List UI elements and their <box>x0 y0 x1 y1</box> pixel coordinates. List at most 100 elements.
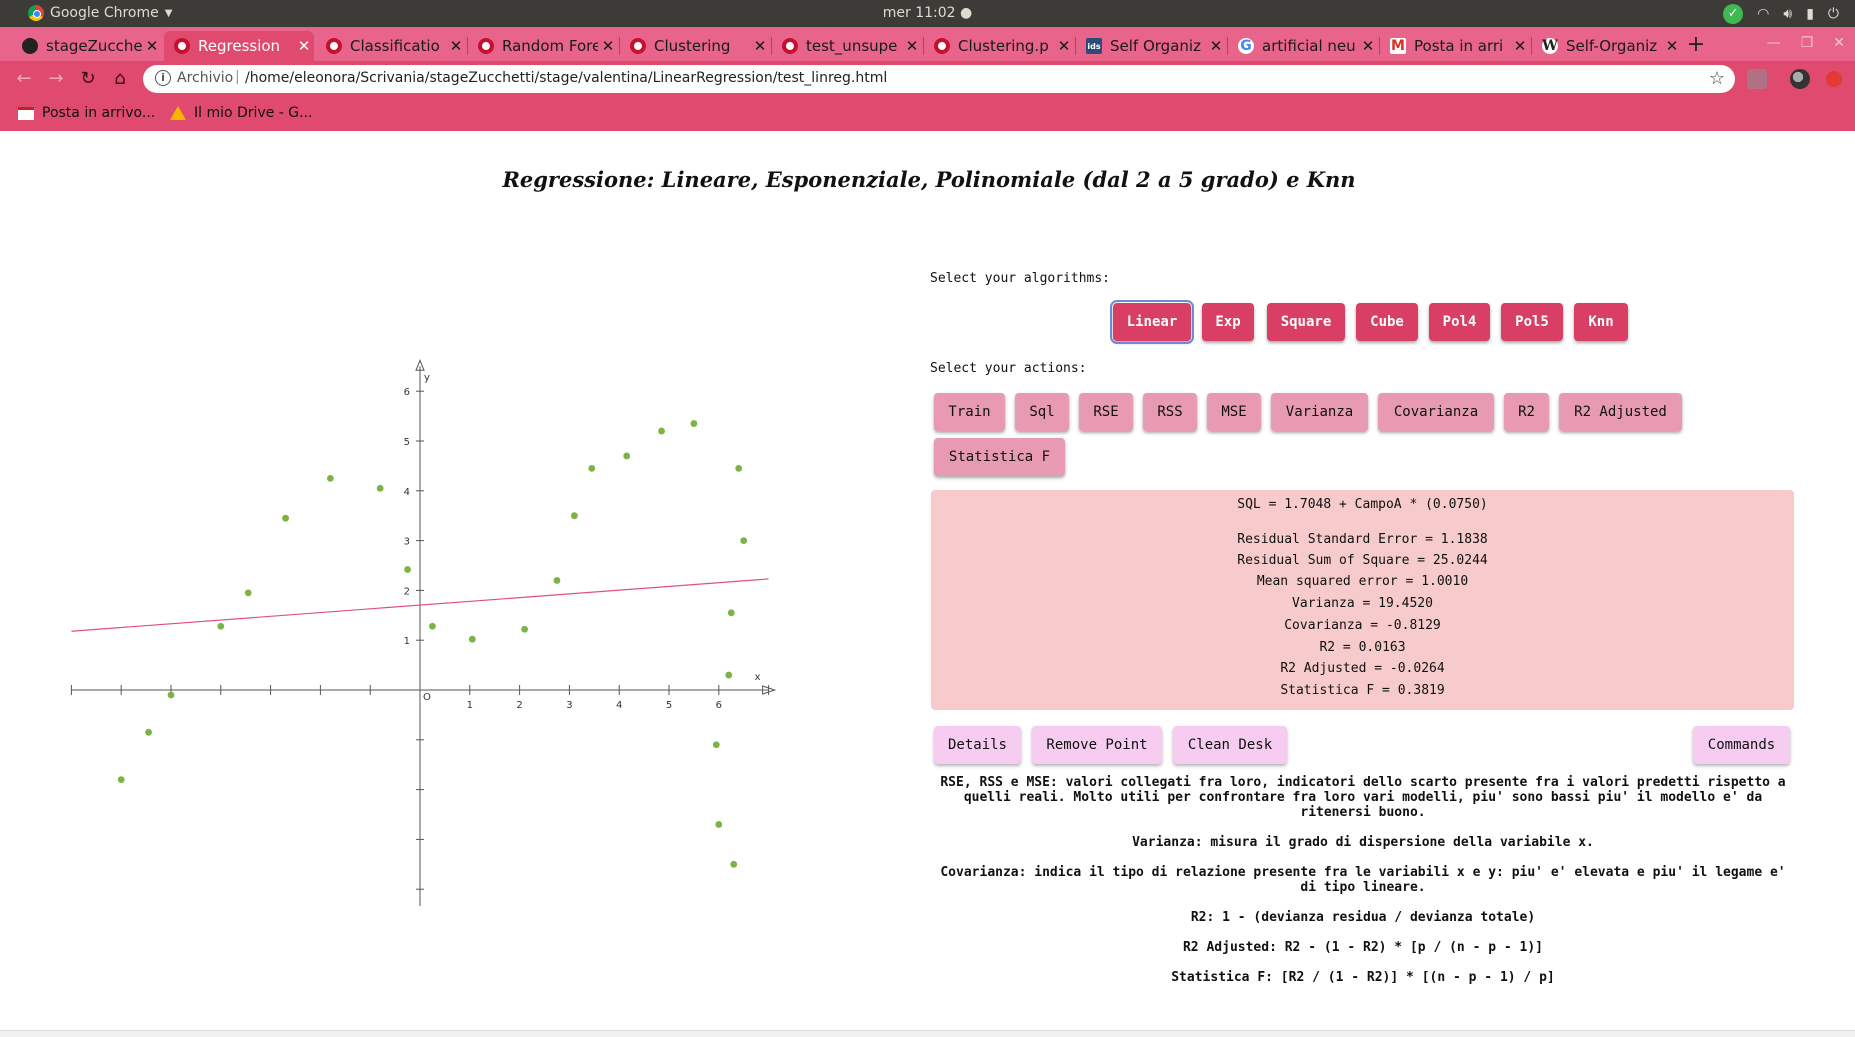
minimize-icon[interactable]: — <box>1766 35 1781 51</box>
data-point <box>376 484 384 492</box>
data-point <box>167 691 175 699</box>
update-check-icon[interactable]: ✓ <box>1723 4 1744 24</box>
page-content: Regressione: Lineare, Esponenziale, Poli… <box>3 131 1855 1030</box>
close-icon[interactable]: ✕ <box>1209 37 1223 55</box>
action-covarianza-button[interactable]: Covarianza <box>1378 393 1494 431</box>
tab-title: Posta in arri <box>1414 37 1504 55</box>
clean-desk-button[interactable]: Clean Desk <box>1173 726 1287 764</box>
address-bar[interactable]: i Archivio | /home/eleonora/Scrivania/st… <box>143 65 1735 93</box>
action-mse-button[interactable]: MSE <box>1207 393 1261 431</box>
bookmark-star-icon[interactable]: ☆ <box>1708 68 1725 89</box>
extension-icon[interactable] <box>1747 69 1767 89</box>
algo-square-button[interactable]: Square <box>1267 303 1345 341</box>
tab-self-organizing-wiki[interactable]: W Self-Organiz ✕ <box>1532 31 1682 61</box>
data-point <box>623 452 631 460</box>
tab-self-organizing[interactable]: ids Self Organiz ✕ <box>1076 31 1226 61</box>
action-rse-button[interactable]: RSE <box>1079 393 1133 431</box>
algo-pol5-button[interactable]: Pol5 <box>1501 303 1563 341</box>
reload-icon[interactable]: ↻ <box>80 68 96 89</box>
data-point <box>712 741 720 749</box>
chrome-menu-icon[interactable] <box>1826 71 1842 87</box>
algo-pol4-button[interactable]: Pol4 <box>1429 303 1490 341</box>
window-close-icon[interactable]: ✕ <box>1833 35 1845 51</box>
action-sql-button[interactable]: Sql <box>1015 393 1069 431</box>
tab-stagezucchetti[interactable]: stageZucche ✕ <box>12 31 162 61</box>
algo-exp-button[interactable]: Exp <box>1202 303 1254 341</box>
action-varianza-button[interactable]: Varianza <box>1271 393 1368 431</box>
close-icon[interactable]: ✕ <box>601 37 615 55</box>
close-icon[interactable]: ✕ <box>449 37 463 55</box>
data-point <box>217 622 225 630</box>
close-icon[interactable]: ✕ <box>145 37 159 55</box>
close-icon[interactable]: ✕ <box>1513 37 1527 55</box>
bookmark-drive[interactable]: Il mio Drive - G... <box>170 105 313 121</box>
home-icon[interactable]: ⌂ <box>114 68 126 89</box>
info-icon[interactable]: i <box>155 70 171 86</box>
algo-knn-button[interactable]: Knn <box>1574 303 1628 341</box>
tab-classification[interactable]: Classificatio ✕ <box>316 31 466 61</box>
tab-title: Classificatio <box>350 37 440 55</box>
clock[interactable]: mer 11:02 ● <box>882 5 973 21</box>
close-icon[interactable]: ✕ <box>753 37 767 55</box>
x-tick-label: 5 <box>666 700 672 711</box>
tab-posta-in-arrivo[interactable]: M Posta in arri ✕ <box>1380 31 1530 61</box>
data-point <box>244 589 252 597</box>
action-statistica-f-button[interactable]: Statistica F <box>934 438 1065 476</box>
commands-button[interactable]: Commands <box>1693 726 1790 764</box>
axes: x y O <box>71 358 777 906</box>
note-rse-rss-mse: RSE, RSS e MSE: valori collegati fra lor… <box>940 775 1786 820</box>
app-menu[interactable]: Google Chrome ▼ <box>28 5 172 21</box>
tab-artificial-neural[interactable]: G artificial neu ✕ <box>1228 31 1378 61</box>
codepen-icon <box>782 38 798 54</box>
bookmark-posta[interactable]: Posta in arrivo... <box>18 105 155 121</box>
close-icon[interactable]: ✕ <box>1057 37 1071 55</box>
maximize-icon[interactable]: ❐ <box>1800 35 1814 51</box>
result-rss: Residual Sum of Square = 25.0244 <box>1237 553 1488 568</box>
data-point <box>730 860 738 868</box>
address-url[interactable]: /home/eleonora/Scrivania/stageZucchetti/… <box>245 70 888 86</box>
result-covarianza: Covarianza = -0.8129 <box>1284 618 1441 633</box>
close-icon[interactable]: ✕ <box>1665 37 1679 55</box>
select-algorithms-label: Select your algorithms: <box>930 271 1111 286</box>
close-icon[interactable]: ✕ <box>905 37 919 55</box>
chrome-icon <box>28 5 44 21</box>
tab-regression[interactable]: Regression ✕ <box>164 31 314 61</box>
gmail-icon <box>18 106 34 120</box>
data-point <box>553 577 561 584</box>
details-button[interactable]: Details <box>934 726 1021 764</box>
tab-test-unsupervised[interactable]: test_unsupe ✕ <box>772 31 922 61</box>
new-tab-button[interactable]: + <box>1686 32 1706 57</box>
bookmarks-bar: Posta in arrivo... Il mio Drive - G... <box>0 97 1855 131</box>
power-icon[interactable]: ⏻ <box>1827 6 1839 22</box>
action-r2-adjusted-button[interactable]: R2 Adjusted <box>1559 393 1682 431</box>
algo-cube-button[interactable]: Cube <box>1356 303 1418 341</box>
tab-separator <box>923 37 924 55</box>
wifi-icon[interactable]: ◠ <box>1757 6 1770 22</box>
tab-strip: stageZucche ✕ Regression ✕ Classificatio… <box>0 27 1855 61</box>
close-icon[interactable]: ✕ <box>297 37 311 55</box>
y-tick-label: 2 <box>404 586 410 597</box>
scatter-plot[interactable]: x y O 1 2 3 4 5 6 1 2 3 4 5 6 <box>63 246 783 906</box>
tab-title: test_unsupe <box>806 37 898 55</box>
bookmark-label: Posta in arrivo... <box>42 105 156 121</box>
volume-icon[interactable]: 🔊︎ <box>1783 6 1793 22</box>
tab-title: Clustering.p <box>958 37 1049 55</box>
profile-avatar[interactable] <box>1790 69 1810 89</box>
action-rss-button[interactable]: RSS <box>1143 393 1197 431</box>
action-train-button[interactable]: Train <box>934 393 1005 431</box>
tab-clustering-py[interactable]: Clustering.p ✕ <box>924 31 1074 61</box>
note-covarianza: Covarianza: indica il tipo di relazione … <box>940 865 1786 895</box>
tab-random-forest[interactable]: Random Fore ✕ <box>468 31 618 61</box>
bookmark-label: Il mio Drive - G... <box>194 105 313 121</box>
drive-icon <box>170 106 186 120</box>
browser-toolbar: ← → ↻ ⌂ i Archivio | /home/eleonora/Scri… <box>0 61 1855 97</box>
remove-point-button[interactable]: Remove Point <box>1032 726 1162 764</box>
back-arrow-icon[interactable]: ← <box>16 68 32 89</box>
tab-clustering[interactable]: Clustering ✕ <box>620 31 770 61</box>
action-r2-button[interactable]: R2 <box>1504 393 1549 431</box>
data-point <box>468 635 476 643</box>
close-icon[interactable]: ✕ <box>1361 37 1375 55</box>
forward-arrow-icon[interactable]: → <box>48 68 64 89</box>
battery-icon[interactable]: ▮ <box>1806 6 1814 22</box>
algo-linear-button[interactable]: Linear <box>1110 300 1194 344</box>
